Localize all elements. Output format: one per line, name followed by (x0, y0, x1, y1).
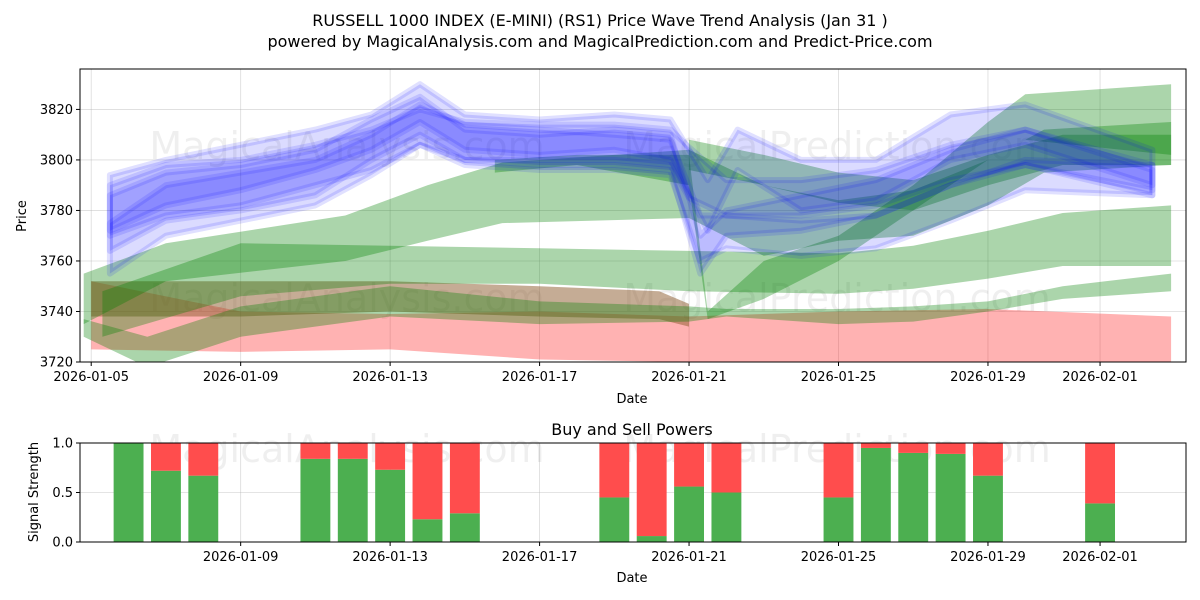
price-y-ticks: 3720 3740 3760 3780 3800 3820 (40, 103, 80, 371)
buy-bar (636, 536, 667, 542)
buy-bar (412, 519, 443, 542)
price-x-tick-label: 2026-01-25 (801, 370, 877, 385)
watermark: MagicalPrediction.com (623, 124, 1051, 168)
signal-x-tick-label: 2026-01-09 (203, 550, 279, 565)
buy-bar (300, 458, 331, 542)
price-y-tick-label: 3720 (40, 356, 73, 371)
price-x-tick-label: 2026-01-29 (950, 370, 1026, 385)
price-x-tick-label: 2026-01-05 (53, 370, 129, 385)
buy-bar (711, 492, 742, 542)
chart-subtitle: powered by MagicalAnalysis.com and Magic… (267, 32, 932, 51)
price-bands (83, 81, 1172, 362)
buy-bar (860, 447, 891, 542)
signal-x-tick-label: 2026-01-29 (950, 550, 1026, 565)
sell-bar (935, 443, 966, 454)
sell-bar (300, 443, 331, 459)
sell-bar (337, 443, 368, 459)
buy-bar (973, 475, 1003, 542)
buy-bar (674, 486, 704, 542)
price-band-green (494, 84, 1172, 320)
buy-bar (935, 453, 966, 542)
buy-bar (599, 497, 630, 542)
signal-x-tick-label: 2026-01-21 (651, 550, 727, 565)
price-band-green (83, 273, 1172, 362)
price-y-tick-label: 3800 (40, 153, 73, 168)
sell-bar (674, 443, 704, 487)
sell-bar (150, 443, 181, 471)
signal-x-tick-label: 2026-02-01 (1062, 550, 1138, 565)
price-x-tick-label: 2026-01-21 (651, 370, 727, 385)
watermark: MagicalPrediction.com (623, 276, 1051, 320)
buy-bar (823, 497, 854, 542)
signal-x-axis-label: Date (616, 571, 647, 586)
price-band-blue (106, 106, 1156, 239)
watermark: MagicalAnalysis.com (149, 124, 544, 168)
price-plot-frame (79, 68, 1187, 363)
price-y-axis-label: Price (15, 200, 30, 232)
price-x-ticks: 2026-01-05 2026-01-09 2026-01-13 2026-01-17… (53, 362, 1138, 385)
signal-title: Buy and Sell Powers (551, 420, 713, 439)
sell-bar (188, 443, 219, 476)
price-band-blue (106, 101, 1156, 277)
price-y-tick-label: 3820 (40, 103, 73, 118)
sell-bar (412, 443, 443, 520)
signal-y-axis-label: Signal Strength (27, 442, 42, 542)
sell-bar (860, 443, 891, 448)
price-band-blue (106, 93, 1156, 277)
sell-bar (636, 443, 667, 537)
sell-bar (973, 443, 1003, 476)
price-x-axis-label: Date (616, 392, 647, 407)
sell-bar (449, 443, 480, 514)
signal-panel: Buy and Sell Powers MagicalAnalysis.com … (27, 420, 1187, 586)
price-band-brown (91, 281, 689, 327)
chart-title: RUSSELL 1000 INDEX (E-MINI) (RS1) Price … (312, 11, 888, 30)
buy-bar (1085, 503, 1116, 542)
signal-x-ticks: 2026-01-09 2026-01-13 2026-01-17 2026-01-21… (203, 542, 1138, 565)
buy-bar (188, 475, 219, 542)
price-panel: MagicalAnalysis.com MagicalPrediction.co… (15, 68, 1187, 407)
price-y-tick-label: 3780 (40, 204, 73, 219)
buy-bar (449, 513, 480, 542)
signal-x-tick-label: 2026-01-13 (352, 550, 428, 565)
buy-bar (375, 469, 406, 542)
price-x-tick-label: 2026-01-13 (352, 370, 428, 385)
buy-bar (113, 443, 144, 542)
sell-bar (823, 443, 854, 498)
buy-bar (337, 458, 368, 542)
price-band-green (689, 134, 1172, 211)
signal-y-ticks: 0.0 0.5 1.0 (52, 437, 80, 551)
sell-bar (898, 443, 929, 453)
sell-bar (1085, 443, 1116, 504)
price-y-tick-label: 3760 (40, 254, 73, 269)
price-band-red (91, 281, 1172, 362)
price-band-green (83, 122, 1172, 325)
price-band-blue (106, 81, 1156, 234)
sell-bar (599, 443, 630, 498)
signal-y-tick-label: 1.0 (52, 437, 73, 452)
sell-bar (375, 443, 406, 470)
signal-x-tick-label: 2026-01-17 (502, 550, 578, 565)
price-y-tick-label: 3740 (40, 305, 73, 320)
signal-x-tick-label: 2026-01-25 (801, 550, 877, 565)
signal-y-tick-label: 0.5 (52, 486, 73, 501)
signal-bars (113, 443, 1116, 542)
price-band-green (102, 205, 1172, 337)
price-x-tick-label: 2026-01-17 (502, 370, 578, 385)
price-x-tick-label: 2026-01-09 (203, 370, 279, 385)
buy-bar (898, 452, 929, 542)
price-x-tick-label: 2026-02-01 (1062, 370, 1138, 385)
signal-y-tick-label: 0.0 (52, 536, 73, 551)
sell-bar (711, 443, 742, 493)
buy-bar (150, 470, 181, 542)
